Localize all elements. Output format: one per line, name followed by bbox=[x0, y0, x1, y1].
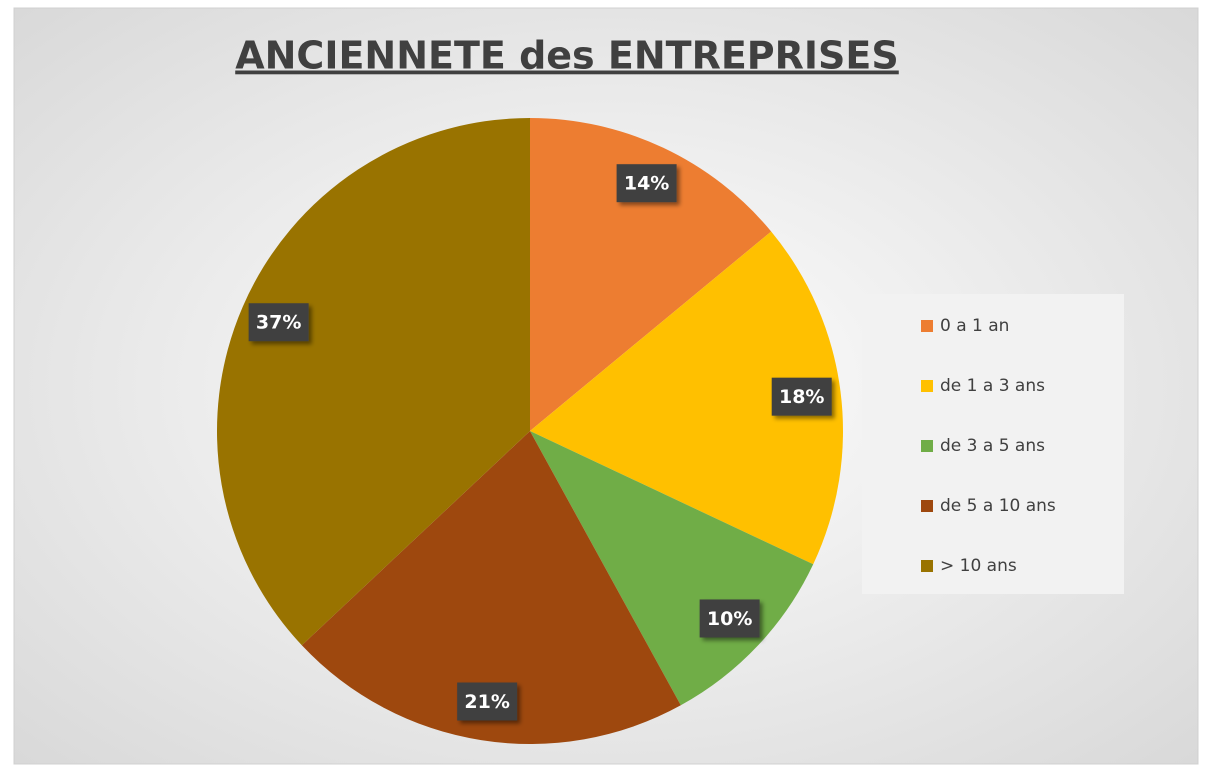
legend-label: 0 a 1 an bbox=[940, 316, 1009, 336]
legend-box bbox=[862, 294, 1124, 594]
legend-swatch bbox=[921, 560, 933, 572]
legend-swatch bbox=[921, 440, 933, 452]
data-label-box bbox=[771, 377, 832, 416]
data-label: 21% bbox=[464, 691, 509, 713]
data-label: 10% bbox=[707, 608, 752, 630]
pie-slice bbox=[216, 117, 530, 646]
data-label: 18% bbox=[779, 386, 824, 408]
data-label-box bbox=[248, 303, 309, 342]
data-label-box bbox=[616, 164, 677, 203]
legend-swatch bbox=[921, 500, 933, 512]
data-label-box bbox=[699, 599, 760, 638]
data-label-box bbox=[457, 682, 518, 721]
legend-label: de 3 a 5 ans bbox=[940, 436, 1045, 456]
pie-slice bbox=[301, 431, 681, 744]
legend-swatch bbox=[921, 380, 933, 392]
data-label: 14% bbox=[624, 173, 669, 195]
legend-label: > 10 ans bbox=[940, 556, 1017, 576]
legend-label: de 1 a 3 ans bbox=[940, 376, 1045, 396]
pie-slice bbox=[530, 231, 843, 565]
legend-swatch bbox=[921, 320, 933, 332]
legend-label: de 5 a 10 ans bbox=[940, 496, 1056, 516]
data-label: 37% bbox=[256, 312, 301, 334]
chart-title: ANCIENNETE des ENTREPRISES bbox=[235, 34, 899, 78]
pie-slice bbox=[530, 118, 772, 431]
